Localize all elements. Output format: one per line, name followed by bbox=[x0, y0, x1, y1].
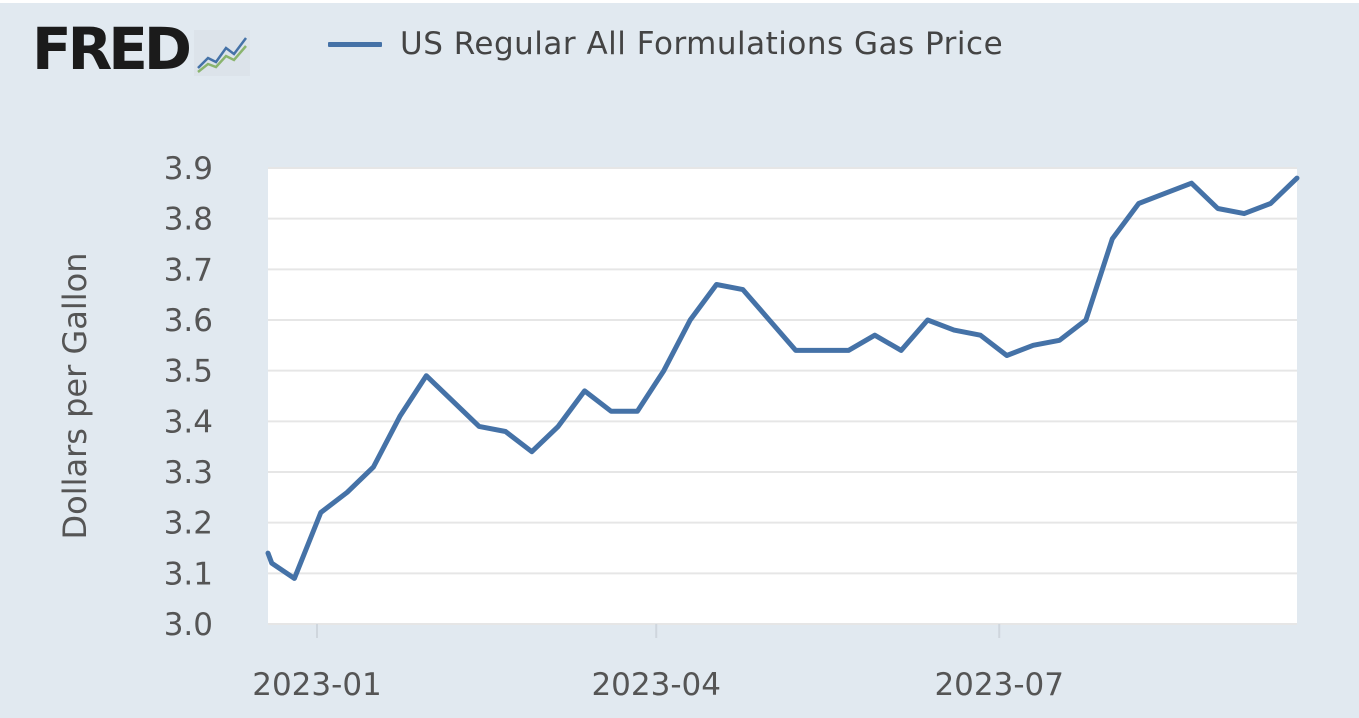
y-tick-label: 3.1 bbox=[164, 556, 213, 592]
y-tick-label: 3.8 bbox=[164, 202, 213, 238]
y-tick-label: 3.4 bbox=[164, 404, 213, 440]
logo-text: FRED bbox=[32, 15, 192, 83]
y-tick-label: 3.0 bbox=[164, 607, 213, 643]
y-tick-label: 3.6 bbox=[164, 303, 213, 339]
y-axis-title: Dollars per Gallon bbox=[56, 253, 94, 540]
plot-area bbox=[268, 168, 1297, 624]
chart-legend[interactable]: US Regular All Formulations Gas Price bbox=[328, 26, 1003, 62]
legend-swatch bbox=[328, 41, 382, 47]
y-tick-label: 3.2 bbox=[164, 506, 213, 542]
y-tick-label: 3.3 bbox=[164, 455, 213, 491]
x-tick-label: 2023-01 bbox=[252, 667, 382, 703]
y-tick-label: 3.5 bbox=[164, 354, 213, 390]
legend-series-label: US Regular All Formulations Gas Price bbox=[400, 26, 1004, 62]
y-tick-label: 3.9 bbox=[164, 151, 213, 187]
fred-chart-icon bbox=[194, 30, 251, 76]
grid-lines bbox=[268, 167, 1297, 625]
x-tick-label: 2023-07 bbox=[934, 667, 1064, 703]
y-tick-label: 3.7 bbox=[164, 252, 213, 288]
y-axis: 3.0 3.1 3.2 3.3 3.4 3.5 3.6 3.7 3.8 3.9 bbox=[164, 151, 213, 643]
x-axis: 2023-01 2023-04 2023-07 bbox=[252, 624, 1064, 703]
series-line[interactable] bbox=[265, 175, 1300, 581]
top-divider bbox=[0, 0, 1359, 3]
fred-logo[interactable]: FRED bbox=[32, 15, 251, 83]
x-tick-label: 2023-04 bbox=[591, 667, 721, 703]
